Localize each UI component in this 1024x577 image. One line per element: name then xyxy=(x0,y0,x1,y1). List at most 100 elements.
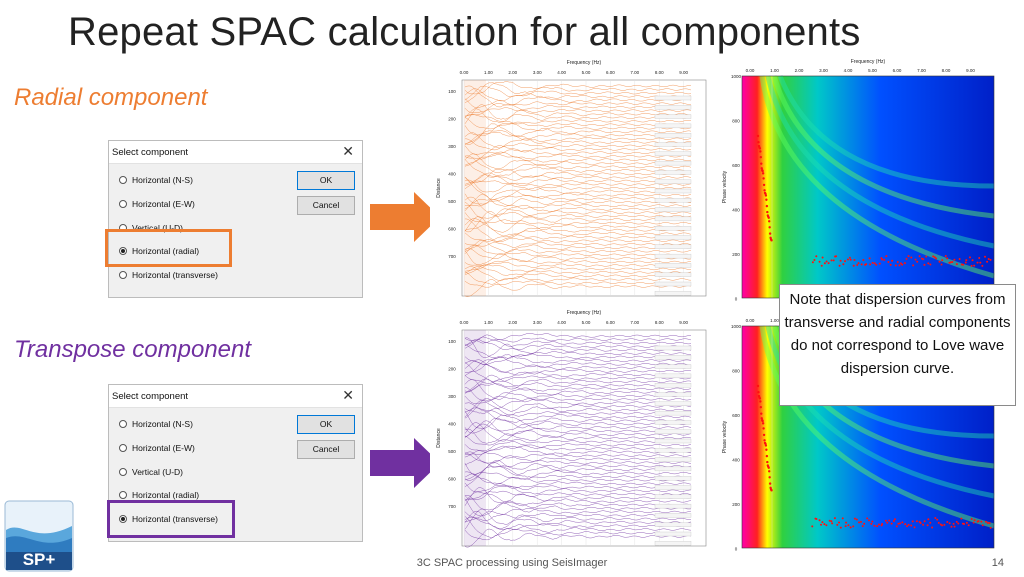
transverse-selection-highlight xyxy=(107,500,235,538)
radio-horizontal-ew[interactable]: Horizontal (E-W) xyxy=(119,443,195,453)
x-tick-label: 1.00 xyxy=(770,68,779,73)
y-tick-label: 600 xyxy=(448,227,456,232)
x-tick-label: 5.00 xyxy=(582,320,591,325)
y-axis-title: Phase velocity xyxy=(722,170,728,203)
cancel-button[interactable]: Cancel xyxy=(297,440,355,459)
slide-footer: 3C SPAC processing using SeisImager xyxy=(416,557,608,569)
radio-icon xyxy=(119,419,127,428)
y-tick-label: 100 xyxy=(448,89,456,94)
spac-plot-radial-graphic: Frequency (Hz) 0.00 1.00 2.00 3.00 4.00 5.00 6.… xyxy=(436,60,707,298)
y-axis-title: Phase velocity xyxy=(722,420,728,453)
dialog-titlebar: Select component ✕ xyxy=(109,141,362,164)
spac-plot-transverse-graphic: Frequency (Hz) 0.00 1.00 2.00 3.00 4.00 5.00 6.… xyxy=(436,310,707,548)
x-axis-title: Frequency (Hz) xyxy=(567,310,602,316)
slide-title: Repeat SPAC calculation for all componen… xyxy=(68,10,861,54)
y-tick-label: 400 xyxy=(448,172,456,177)
radio-icon xyxy=(119,443,127,452)
ok-button[interactable]: OK xyxy=(297,171,355,190)
radio-selected-icon xyxy=(119,514,127,523)
x-tick-label: 3.00 xyxy=(533,320,542,325)
x-tick-label: 7.00 xyxy=(630,70,639,75)
y-tick-label: 400 xyxy=(732,458,740,463)
x-tick-label: 3.00 xyxy=(819,68,828,73)
x-tick-label: 1.00 xyxy=(770,318,779,323)
radio-horizontal-ns[interactable]: Horizontal (N-S) xyxy=(119,419,193,429)
x-tick-label: 6.00 xyxy=(606,70,615,75)
y-tick-label: 500 xyxy=(448,199,456,204)
y-tick-label: 600 xyxy=(732,163,740,168)
y-tick-label: 100 xyxy=(448,339,456,344)
logo-text: SP+ xyxy=(22,550,56,569)
ok-button[interactable]: OK xyxy=(297,415,355,434)
radio-icon xyxy=(119,270,127,279)
arrow-right-transverse-icon xyxy=(370,438,440,488)
y-axis-title: Distance xyxy=(436,178,442,198)
x-tick-label: 8.00 xyxy=(942,68,951,73)
radio-selected-icon xyxy=(119,246,127,255)
x-axis-title: Frequency (Hz) xyxy=(851,59,886,65)
x-tick-label: 0.00 xyxy=(746,318,755,323)
radial-component-label: Radial component xyxy=(14,84,208,111)
radio-icon xyxy=(119,199,127,208)
x-tick-label: 2.00 xyxy=(508,320,517,325)
y-tick-label: 400 xyxy=(732,208,740,213)
select-component-dialog-transverse: Select component ✕ Horizontal (N-S) Hori… xyxy=(108,384,363,542)
radio-icon xyxy=(119,490,127,499)
dialog-title: Select component xyxy=(112,391,189,402)
x-axis-title: Frequency (Hz) xyxy=(567,60,602,66)
radial-selection-highlight xyxy=(105,229,232,267)
note-callout: Note that dispersion curves from transve… xyxy=(779,284,1016,406)
y-tick-label: 400 xyxy=(448,422,456,427)
x-tick-label: 8.00 xyxy=(655,320,664,325)
radio-horizontal-ns[interactable]: Horizontal (N-S) xyxy=(119,175,193,185)
x-tick-label: 7.00 xyxy=(630,320,639,325)
dialog-titlebar: Select component ✕ xyxy=(109,385,362,408)
dispersion-plot-radial: Frequency (Hz) 0.00 1.00 2.00 3.00 4.00 5.00 6.… xyxy=(714,58,998,302)
x-tick-label: 4.00 xyxy=(557,320,566,325)
y-tick-label: 500 xyxy=(448,449,456,454)
select-component-dialog-radial: Select component ✕ Horizontal (N-S) Hori… xyxy=(108,140,363,298)
x-tick-label: 0.00 xyxy=(746,68,755,73)
x-tick-label: 8.00 xyxy=(655,70,664,75)
y-tick-label: 200 xyxy=(732,502,740,507)
x-tick-label: 1.00 xyxy=(484,70,493,75)
x-tick-label: 1.00 xyxy=(484,320,493,325)
radio-horizontal-radial[interactable]: Horizontal (radial) xyxy=(119,246,199,256)
x-tick-label: 5.00 xyxy=(868,68,877,73)
y-tick-label: 800 xyxy=(732,369,740,374)
x-tick-label: 9.00 xyxy=(966,68,975,73)
x-tick-label: 2.00 xyxy=(508,70,517,75)
y-tick-label: 200 xyxy=(448,367,456,372)
y-tick-label: 0 xyxy=(735,297,738,302)
x-tick-label: 5.00 xyxy=(582,70,591,75)
radio-horizontal-transverse[interactable]: Horizontal (transverse) xyxy=(119,270,218,280)
y-tick-label: 300 xyxy=(448,394,456,399)
y-tick-label: 300 xyxy=(448,144,456,149)
close-icon[interactable]: ✕ xyxy=(342,143,354,159)
x-tick-label: 7.00 xyxy=(917,68,926,73)
x-tick-label: 4.00 xyxy=(557,70,566,75)
x-tick-label: 4.00 xyxy=(844,68,853,73)
cancel-button[interactable]: Cancel xyxy=(297,196,355,215)
x-tick-label: 0.00 xyxy=(460,70,469,75)
x-tick-label: 2.00 xyxy=(795,68,804,73)
radio-horizontal-radial[interactable]: Horizontal (radial) xyxy=(119,490,199,500)
x-tick-label: 9.00 xyxy=(679,320,688,325)
y-tick-label: 700 xyxy=(448,254,456,259)
y-tick-label: 200 xyxy=(448,117,456,122)
transverse-component-label: Transpose component xyxy=(14,336,252,363)
sp-plus-logo: SP+ xyxy=(4,500,74,572)
y-tick-label: 800 xyxy=(732,119,740,124)
logo-icon xyxy=(4,500,74,572)
y-axis-title: Distance xyxy=(436,428,442,448)
page-number: 14 xyxy=(991,557,1004,569)
close-icon[interactable]: ✕ xyxy=(342,387,354,403)
radio-vertical-ud[interactable]: Vertical (U-D) xyxy=(119,467,183,477)
radio-icon xyxy=(119,467,127,476)
spac-plot-radial: Frequency (Hz) 0.00 1.00 2.00 3.00 4.00 5.00 6.… xyxy=(430,58,710,302)
x-tick-label: 6.00 xyxy=(606,320,615,325)
radio-horizontal-ew[interactable]: Horizontal (E-W) xyxy=(119,199,195,209)
radio-horizontal-transverse[interactable]: Horizontal (transverse) xyxy=(119,514,218,524)
spac-plot-transverse: Frequency (Hz) 0.00 1.00 2.00 3.00 4.00 5.00 6.… xyxy=(430,308,710,552)
dispersion-plot-radial-graphic: Frequency (Hz) 0.00 1.00 2.00 3.00 4.00 5.00 6.… xyxy=(722,59,995,302)
